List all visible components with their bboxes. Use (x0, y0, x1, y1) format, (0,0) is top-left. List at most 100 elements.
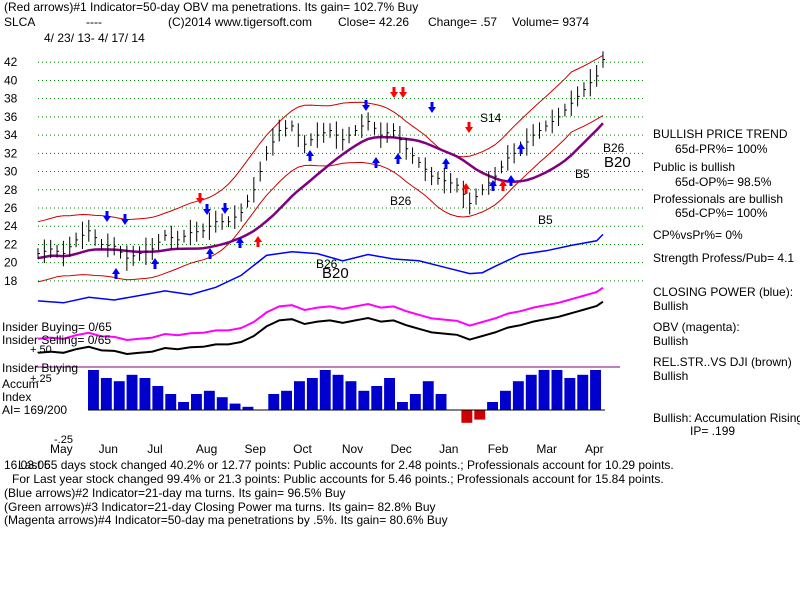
op-pct: 65d-OP%= 98.5% (675, 175, 772, 189)
blue-up-arrow (489, 180, 497, 191)
ip-value: IP= .199 (690, 424, 736, 438)
accum-bar (203, 390, 215, 410)
footer-line-4: (Green arrows)#3 Indicator=21-day Closin… (4, 500, 436, 514)
accum-bar (435, 394, 447, 410)
blue-up-arrow (394, 153, 402, 164)
month-label: Mar (536, 442, 557, 456)
cp-pct: 65d-CP%= 100% (675, 206, 768, 220)
accum-bar (590, 370, 601, 410)
accum-bar (487, 402, 498, 410)
blue-up-arrow (507, 175, 515, 186)
professionals-title: Professionals are bullish (653, 192, 784, 206)
month-label: Feb (488, 442, 509, 456)
y-tick-label: 22 (4, 237, 18, 251)
accum-bar (371, 386, 383, 410)
blue-up-arrow (372, 157, 380, 168)
accum-bar (294, 381, 305, 410)
accum-bar (538, 370, 550, 410)
ticker-symbol: SLCA (4, 15, 36, 29)
strength-ratio: Strength Profess/Pub= 4.1 (653, 251, 795, 265)
accum-bar (577, 374, 589, 410)
y-tick-label: 36 (4, 110, 18, 124)
blue-down-arrow (221, 203, 229, 214)
red-down-arrow (390, 87, 398, 98)
insider-selling: Insider Selling= 0/65 (2, 333, 112, 347)
footer-line-5: (Magenta arrows)#4 Indicator=50-day ma p… (4, 513, 448, 527)
ma50-line (37, 122, 604, 260)
footer-line-3: (Blue arrows)#2 Indicator=21-day ma turn… (4, 486, 346, 500)
index-label: Index (2, 390, 32, 404)
month-label: Aug (196, 442, 217, 456)
month-label: Oct (293, 442, 312, 456)
month-label: Dec (390, 442, 411, 456)
red-up-arrow (499, 180, 507, 191)
red-down-arrow (196, 193, 204, 204)
blue-down-arrow (428, 102, 436, 113)
cp-vs-pr: CP%vsPr%= 0% (653, 228, 743, 242)
accum-bar (564, 378, 576, 410)
volume: Volume= 9374 (512, 15, 590, 29)
accum-bar (306, 378, 318, 410)
blue-down-arrow (121, 214, 129, 225)
y-tick-label: 28 (4, 183, 18, 197)
y-tick-label: 40 (4, 73, 18, 87)
closing-power-value: Bullish (653, 299, 689, 313)
annotation-label: B5 (575, 167, 590, 181)
month-label: Nov (342, 442, 363, 456)
obv-line (37, 286, 604, 342)
price-change: Change= .57 (428, 15, 498, 29)
y-tick-label: 34 (4, 128, 18, 142)
date-range: 4/ 23/ 13- 4/ 17/ 14 (44, 31, 145, 45)
accum-bar (512, 381, 524, 410)
relstr-value: Bullish (653, 369, 689, 383)
blue-up-arrow (151, 258, 159, 269)
accum-bar (100, 378, 112, 410)
accum-bar (216, 397, 228, 410)
annotation-label: B5 (538, 213, 553, 227)
accum-bar (397, 402, 408, 410)
pr-pct: 65d-PR%= 100% (675, 142, 768, 156)
annotation-label: S14 (480, 111, 502, 125)
month-label: Apr (585, 442, 604, 456)
y-tick-label: 20 (4, 256, 18, 270)
accum-label: Accum (2, 377, 39, 391)
ai-label: AI= 169/200 (2, 403, 68, 417)
accum-bar (409, 394, 421, 410)
accum-bar (229, 403, 241, 410)
annotation-label: B26 (316, 257, 338, 271)
red-up-arrow (462, 183, 470, 194)
accum-bar (551, 370, 563, 410)
red-up-arrow (254, 236, 262, 247)
accum-bar (319, 370, 331, 410)
label-plus25: +.25 (30, 373, 52, 385)
header-dashes: ---- (86, 15, 102, 29)
lower-band (37, 115, 604, 283)
upper-band (37, 54, 604, 223)
month-label: Sep (245, 442, 267, 456)
footer-line-1: Last 65 days stock changed 40.2% or 12.7… (18, 458, 674, 472)
accum-bar (281, 390, 292, 410)
blue-up-arrow (206, 248, 214, 259)
relative-strength-line (37, 300, 604, 356)
blue-down-arrow (362, 100, 370, 111)
accum-bar (242, 406, 254, 410)
y-tick-label: 18 (4, 274, 18, 288)
public-title: Public is bullish (653, 160, 736, 174)
month-label: May (50, 442, 73, 456)
accum-bar (88, 370, 99, 410)
footer-line-2: For Last year stock changed 99.4% or 21.… (12, 472, 664, 486)
blue-up-arrow (236, 237, 244, 248)
y-tick-label: 24 (4, 219, 18, 233)
accum-bar (358, 390, 370, 410)
y-tick-label: 32 (4, 146, 18, 160)
blue-up-arrow (517, 143, 525, 154)
accum-bar (422, 381, 434, 410)
month-label: Jul (147, 442, 162, 456)
insider-buying: Insider Buying= 0/65 (2, 320, 112, 334)
accum-bar (332, 374, 344, 410)
label-plus50: +.50 (30, 344, 52, 356)
month-label: Jan (439, 442, 458, 456)
red-down-arrow (465, 122, 473, 133)
header-indicator-1: (Red arrows)#1 Indicator=50-day OBV ma p… (4, 0, 419, 14)
annotation-label: B26 (390, 194, 412, 208)
